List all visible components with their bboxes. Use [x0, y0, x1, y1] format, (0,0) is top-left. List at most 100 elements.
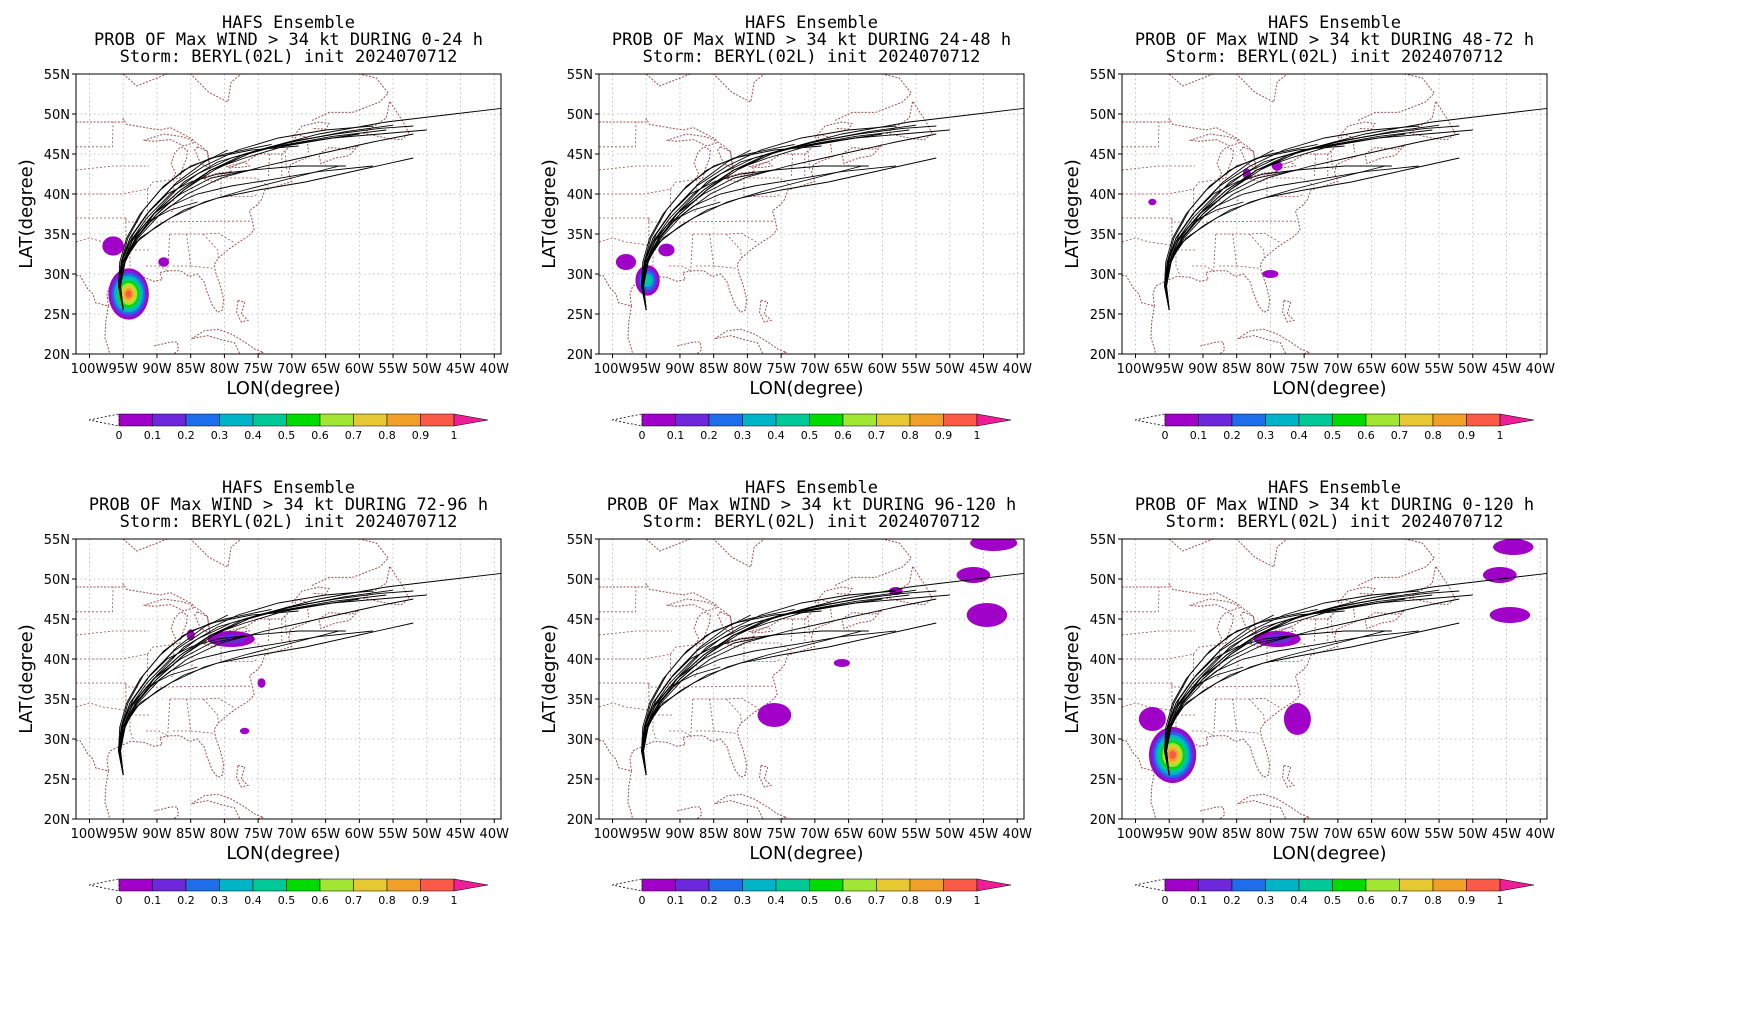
- colorbar-label: 0.7: [1391, 429, 1409, 442]
- state-boundary: [1122, 121, 1160, 148]
- probability-contour: [658, 243, 675, 257]
- x-tick-label: 85W: [176, 362, 206, 377]
- x-tick-label: 65W: [1357, 827, 1387, 842]
- y-tick-label: 45N: [1090, 148, 1116, 163]
- panel-title-line: PROB OF Max WIND > 34 kt DURING 96-120 h: [607, 495, 1016, 515]
- x-tick-label: 85W: [699, 362, 729, 377]
- x-tick-label: 50W: [935, 827, 965, 842]
- colorbar-label: 1: [974, 429, 981, 442]
- colorbar-segment: [152, 878, 187, 892]
- x-tick-label: 55W: [901, 362, 931, 377]
- panel-title-line: PROB OF Max WIND > 34 kt DURING 72-96 h: [89, 495, 488, 515]
- x-tick-label: 100W: [71, 362, 109, 377]
- x-tick-label: 45W: [969, 362, 999, 377]
- y-axis-label: LAT(degree): [1062, 624, 1083, 733]
- coastline: [1152, 155, 1359, 314]
- colorbar-label: 0.8: [378, 894, 396, 907]
- map-area: [76, 74, 501, 354]
- colorbar-label: 1: [1497, 429, 1504, 442]
- colorbar-label: 0.7: [1391, 894, 1409, 907]
- colorbar-label: 0.9: [1458, 894, 1476, 907]
- state-boundary: [76, 237, 126, 246]
- x-tick-label: 80W: [1256, 827, 1286, 842]
- panel-title-line: Storm: BERYL(02L) init 2024070712: [643, 47, 981, 67]
- coastline: [76, 740, 109, 772]
- coastline: [106, 620, 313, 779]
- colorbar-segment: [1466, 413, 1501, 427]
- colorbar-label: 0.5: [1324, 894, 1342, 907]
- panel-title-line: Storm: BERYL(02L) init 2024070712: [1166, 47, 1504, 67]
- x-tick-label: 85W: [1222, 362, 1252, 377]
- x-tick-label: 65W: [834, 827, 864, 842]
- y-tick-label: 40N: [567, 653, 593, 668]
- x-axis-label: LON(degree): [226, 843, 340, 864]
- colorbar-segment: [386, 878, 421, 892]
- coastline: [191, 793, 266, 819]
- colorbar-segment: [641, 878, 676, 892]
- colorbar-label: 0.5: [278, 429, 296, 442]
- colorbar-label: 0: [116, 894, 123, 907]
- colorbar-segment: [219, 878, 254, 892]
- coastline: [236, 764, 250, 788]
- x-tick-label: 75W: [1289, 827, 1319, 842]
- colorbar-label: 0.4: [1290, 894, 1308, 907]
- colorbar-segment: [1298, 878, 1333, 892]
- coastline: [724, 635, 756, 648]
- x-tick-label: 95W: [109, 362, 139, 377]
- probability-contour: [615, 254, 637, 270]
- x-tick-label: 95W: [1155, 362, 1185, 377]
- probability-contour: [102, 236, 124, 256]
- coastline: [201, 170, 233, 183]
- map-area: [76, 539, 501, 819]
- colorbar-segment: [1164, 878, 1199, 892]
- x-tick-label: 95W: [632, 362, 662, 377]
- colorbar-overflow: [1499, 413, 1535, 427]
- x-tick-label: 80W: [733, 362, 763, 377]
- y-tick-label: 55N: [567, 533, 593, 548]
- ensemble-track: [641, 610, 822, 776]
- colorbar-overflow: [976, 878, 1012, 892]
- colorbar-segment: [1432, 413, 1467, 427]
- ensemble-track: [1164, 610, 1345, 776]
- y-tick-label: 25N: [1090, 773, 1116, 788]
- plot-frame: [75, 73, 502, 355]
- x-tick-label: 55W: [1424, 362, 1454, 377]
- coastline: [106, 155, 313, 314]
- y-tick-label: 50N: [1090, 108, 1116, 123]
- y-tick-label: 55N: [567, 68, 593, 83]
- colorbar-label: 0.5: [1324, 429, 1342, 442]
- coastline: [122, 74, 242, 103]
- colorbar-label: 0.6: [834, 894, 852, 907]
- y-tick-label: 35N: [567, 693, 593, 708]
- coastline: [1357, 74, 1435, 121]
- coastline: [104, 305, 111, 354]
- y-tick-label: 50N: [567, 108, 593, 123]
- ensemble-track: [1165, 630, 1392, 776]
- colorbar-label: 0.2: [177, 894, 195, 907]
- colorbar-segment: [641, 413, 676, 427]
- coastline: [1364, 608, 1406, 630]
- state-boundary: [790, 618, 793, 644]
- coastline: [143, 133, 195, 147]
- colorbar-segment: [118, 878, 153, 892]
- y-tick-label: 45N: [44, 613, 70, 628]
- plot-frame: [1121, 538, 1548, 820]
- colorbar-segment: [708, 878, 743, 892]
- x-tick-label: 50W: [935, 362, 965, 377]
- x-tick-label: 65W: [1357, 362, 1387, 377]
- x-tick-label: 45W: [446, 827, 476, 842]
- coastline: [1240, 611, 1257, 635]
- ensemble-track: [119, 630, 346, 776]
- state-boundary: [220, 643, 259, 662]
- colorbar-segment: [1332, 878, 1367, 892]
- coastline: [191, 328, 266, 354]
- y-tick-label: 45N: [44, 148, 70, 163]
- state-boundary: [1122, 237, 1172, 246]
- coastline: [724, 170, 756, 183]
- ensemble-track: [643, 590, 937, 776]
- x-tick-label: 95W: [632, 827, 662, 842]
- colorbar-label: 0.8: [901, 429, 919, 442]
